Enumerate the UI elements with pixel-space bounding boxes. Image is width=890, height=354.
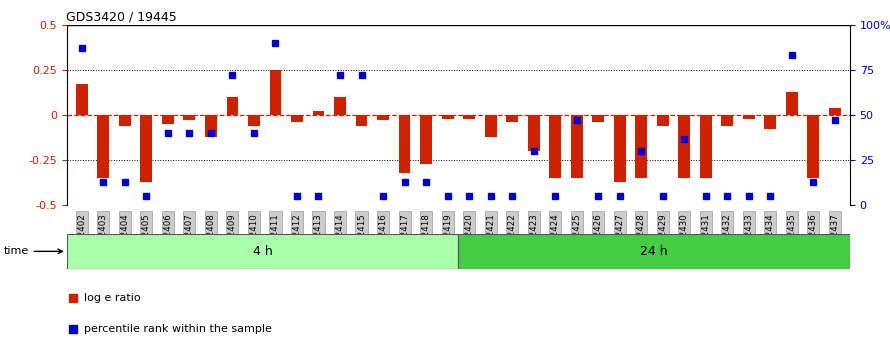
Bar bbox=[141, 115, 152, 182]
Bar bbox=[722, 115, 733, 126]
Bar bbox=[807, 115, 820, 178]
Bar bbox=[270, 70, 281, 115]
Bar bbox=[592, 115, 604, 122]
Bar bbox=[485, 115, 497, 137]
Bar bbox=[678, 115, 690, 178]
Bar bbox=[528, 115, 539, 151]
Bar bbox=[743, 115, 755, 119]
Bar bbox=[458, 234, 850, 269]
Bar bbox=[356, 115, 368, 126]
Bar bbox=[657, 115, 668, 126]
Bar bbox=[786, 92, 797, 115]
Bar bbox=[248, 115, 260, 126]
Text: percentile rank within the sample: percentile rank within the sample bbox=[84, 324, 271, 335]
Text: log e ratio: log e ratio bbox=[84, 292, 141, 303]
Bar bbox=[97, 115, 109, 178]
Bar bbox=[76, 84, 88, 115]
Text: 4 h: 4 h bbox=[253, 245, 272, 258]
Bar bbox=[377, 115, 389, 120]
Bar bbox=[570, 115, 583, 178]
Bar bbox=[614, 115, 626, 182]
Bar bbox=[441, 115, 454, 119]
Bar bbox=[67, 234, 458, 269]
Bar bbox=[334, 97, 346, 115]
Bar bbox=[291, 115, 303, 122]
Text: GDS3420 / 19445: GDS3420 / 19445 bbox=[66, 11, 177, 24]
Bar bbox=[829, 108, 841, 115]
Bar bbox=[119, 115, 131, 126]
Bar bbox=[399, 115, 410, 173]
Bar bbox=[506, 115, 518, 122]
Bar bbox=[312, 112, 325, 115]
Bar bbox=[765, 115, 776, 130]
Bar bbox=[549, 115, 561, 178]
Bar bbox=[183, 115, 195, 120]
Bar bbox=[420, 115, 432, 164]
Text: 24 h: 24 h bbox=[640, 245, 668, 258]
Bar bbox=[162, 115, 174, 124]
Bar bbox=[205, 115, 217, 137]
Bar bbox=[227, 97, 239, 115]
Text: time: time bbox=[4, 246, 62, 256]
Bar bbox=[635, 115, 647, 178]
Bar bbox=[463, 115, 475, 119]
Bar bbox=[700, 115, 712, 178]
